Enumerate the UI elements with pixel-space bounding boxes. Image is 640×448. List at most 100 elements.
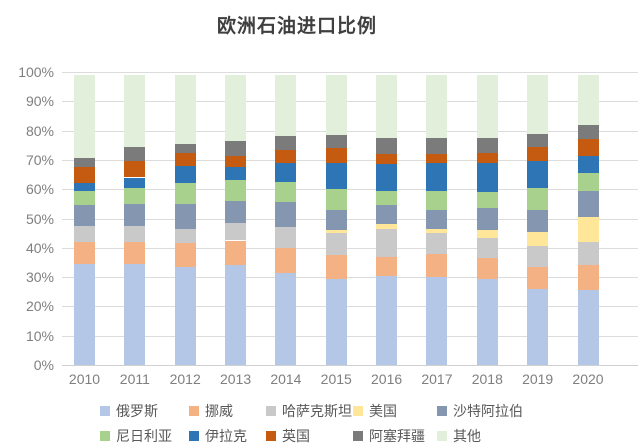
x-axis-tick-label: 2013 [219,371,252,387]
bar-segment-沙特阿拉伯-2012 [174,203,196,229]
bar-segment-美国-2018 [476,230,498,238]
legend-label: 尼日利亚 [116,428,172,444]
x-axis-tick-label: 2016 [371,371,403,387]
x-axis-tick-label: 2014 [270,371,302,387]
bar-segment-其他-2013 [225,74,247,141]
bar-segment-英国-2012 [174,152,196,166]
x-axis-line [62,365,638,366]
gridline [62,189,638,191]
bar-segment-尼日利亚-2016 [376,190,398,206]
bar-segment-哈萨克斯坦-2014 [275,227,297,248]
bar-segment-挪威-2015 [325,255,347,279]
stacked-bar-2016 [376,72,398,365]
bar-segment-其他-2011 [124,74,146,147]
legend-swatch-icon [100,406,110,416]
legend-label: 美国 [369,403,397,419]
bar-segment-其他-2016 [376,74,398,138]
bar-segment-阿塞拜疆-2010 [74,158,95,168]
bar-segment-美国-2020 [577,217,599,242]
bar-segment-哈萨克斯坦-2010 [74,225,95,242]
bar-segment-阿塞拜疆-2012 [174,143,196,153]
legend-label: 伊拉克 [205,428,247,444]
stacked-bar-2019 [527,72,549,365]
stacked-bar-2018 [476,72,498,365]
legend-label: 哈萨克斯坦 [282,403,352,419]
bar-segment-哈萨克斯坦-2018 [476,237,498,259]
bar-segment-英国-2019 [527,146,549,162]
bar-segment-其他-2012 [174,74,196,144]
bar-segment-伊拉克-2018 [476,162,498,193]
y-axis-tick-label: 70% [25,151,54,168]
bar-segment-俄罗斯-2016 [376,275,398,365]
bar-segment-伊拉克-2015 [325,162,347,190]
stacked-bar-2015 [325,72,347,365]
bar-segment-俄罗斯-2010 [74,263,95,365]
bar-segment-其他-2018 [476,74,498,138]
bar-segment-俄罗斯-2015 [325,278,347,365]
bar-segment-俄罗斯-2013 [225,265,247,365]
bar-segment-哈萨克斯坦-2020 [577,241,599,266]
legend-item-美国: 美国 [353,403,397,419]
gridline [62,306,638,308]
legend-swatch-icon [100,431,110,441]
stacked-bar-2010 [74,72,95,365]
legend-label: 英国 [282,428,310,444]
bar-segment-俄罗斯-2012 [174,266,196,365]
bar-segment-伊拉克-2011 [124,177,146,188]
x-axis-tick-label: 2011 [119,371,150,387]
bar-segment-其他-2019 [527,74,549,134]
bar-segment-英国-2017 [426,154,448,163]
legend-item-沙特阿拉伯: 沙特阿拉伯 [437,403,523,419]
gridline [62,335,638,337]
gridline [62,72,638,73]
bar-segment-挪威-2018 [476,258,498,279]
bar-segment-尼日利亚-2010 [74,190,95,206]
bar-segment-俄罗斯-2020 [577,290,599,365]
bar-segment-俄罗斯-2017 [426,277,448,365]
bar-segment-英国-2010 [74,167,95,184]
bar-segment-挪威-2012 [174,243,196,267]
y-axis-tick-label: 50% [25,210,54,227]
x-axis-tick-label: 2020 [572,371,604,387]
bar-segment-沙特阿拉伯-2020 [577,190,599,218]
legend-item-伊拉克: 伊拉克 [189,428,247,444]
y-axis-tick-label: 100% [18,64,54,80]
bar-segment-挪威-2020 [577,265,599,291]
x-axis-tick-label: 2012 [169,371,201,387]
bar-segment-尼日利亚-2018 [476,192,498,209]
bar-segment-伊拉克-2010 [74,183,95,191]
bar-segment-尼日利亚-2011 [124,187,146,204]
bar-segment-伊拉克-2017 [426,162,448,191]
legend-swatch-icon [437,406,447,416]
y-axis-tick-label: 10% [25,327,54,344]
bar-segment-哈萨克斯坦-2019 [527,246,549,267]
bar-segment-哈萨克斯坦-2016 [376,228,398,257]
legend-swatch-icon [266,406,276,416]
bar-segment-沙特阿拉伯-2017 [426,209,448,229]
bar-segment-伊拉克-2019 [527,161,549,188]
stacked-bar-2020 [577,72,599,365]
bar-segment-俄罗斯-2011 [124,263,146,365]
y-axis-tick-label: 40% [25,239,54,256]
gridline [62,247,638,249]
gridline [62,101,638,103]
bar-segment-哈萨克斯坦-2011 [124,225,146,242]
stacked-bar-2013 [225,72,247,365]
bar-segment-伊拉克-2013 [225,167,247,181]
legend-item-其他: 其他 [437,428,481,444]
bar-segment-英国-2018 [476,152,498,163]
bar-segment-俄罗斯-2019 [527,288,549,365]
legend-item-尼日利亚: 尼日利亚 [100,428,172,444]
x-axis-tick-label: 2019 [522,371,554,387]
legend-label: 挪威 [205,403,233,419]
legend-swatch-icon [189,406,199,416]
gridline [62,159,638,161]
bar-segment-阿塞拜疆-2019 [527,133,549,147]
bar-segment-沙特阿拉伯-2019 [527,209,549,232]
bar-segment-哈萨克斯坦-2017 [426,233,448,254]
bar-segment-阿塞拜疆-2017 [426,137,448,155]
y-axis-tick-label: 30% [25,269,54,286]
bar-segment-哈萨克斯坦-2012 [174,228,196,244]
bar-segment-美国-2017 [426,228,448,234]
bar-segment-挪威-2016 [376,256,398,276]
